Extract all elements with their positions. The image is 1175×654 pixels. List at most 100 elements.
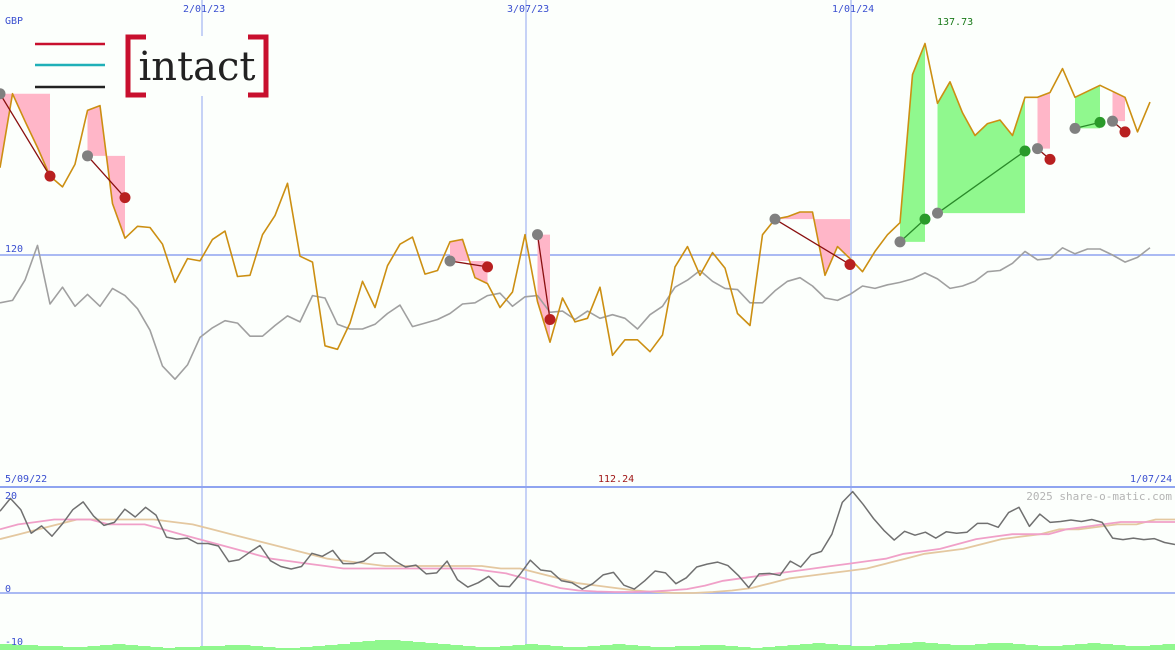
- trade-exit-marker-3: [482, 261, 493, 272]
- volume-bar: [250, 646, 263, 650]
- trade-exit-marker-7: [1020, 146, 1031, 157]
- volume-bar: [850, 646, 863, 650]
- currency-label: GBP: [5, 16, 23, 27]
- volume-bar: [438, 644, 451, 650]
- indicator-tick-20: 20: [5, 491, 17, 502]
- volume-bar: [525, 644, 538, 650]
- trade-entry-marker-6: [895, 236, 906, 247]
- volume-bar: [513, 645, 526, 650]
- trade-entry-marker-2: [82, 150, 93, 161]
- volume-bar: [813, 643, 826, 650]
- volume-bar: [413, 642, 426, 650]
- volume-bar: [913, 642, 926, 650]
- volume-bar: [225, 645, 238, 650]
- volume-bar: [963, 645, 976, 650]
- volume-bar: [838, 645, 851, 650]
- trade-entry-marker-4: [532, 229, 543, 240]
- watermark: 2025 share-o-matic.com: [1026, 490, 1172, 503]
- indicator-tick-0: 0: [5, 584, 11, 595]
- volume-bar: [338, 644, 351, 650]
- indicator-tick-minus-10: -10: [5, 637, 23, 648]
- volume-bar: [1125, 646, 1138, 650]
- volume-bar: [925, 643, 938, 650]
- volume-bar: [538, 645, 551, 650]
- volume-bar: [1163, 644, 1175, 650]
- trade-entry-marker-10: [1107, 116, 1118, 127]
- volume-bar: [725, 646, 738, 650]
- volume-bar: [1150, 645, 1163, 650]
- max-label: 137.73: [937, 17, 973, 28]
- legend: intact: [35, 36, 267, 96]
- volume-bar: [1013, 644, 1026, 650]
- volume-bar: [613, 644, 626, 650]
- volume-bar: [238, 645, 251, 650]
- intact-logo: intact: [127, 36, 267, 96]
- volume-bar: [550, 646, 563, 650]
- volume-bar: [700, 645, 713, 650]
- volume-bar: [1050, 646, 1063, 650]
- volume-bar: [675, 646, 688, 650]
- volume-bar: [1025, 645, 1038, 650]
- volume-bar: [950, 645, 963, 650]
- volume-bar: [38, 646, 51, 650]
- volume-bar: [375, 640, 388, 650]
- volume-bar: [88, 646, 101, 650]
- end-date-label: 1/07/24: [1130, 474, 1172, 485]
- volume-bar: [600, 645, 613, 650]
- volume-bar: [588, 646, 601, 650]
- volume-bar: [350, 642, 363, 650]
- trade-entry-marker-9: [1070, 123, 1081, 134]
- volume-bar: [863, 646, 876, 650]
- min-label: 112.24: [598, 474, 634, 485]
- volume-bar: [325, 645, 338, 650]
- volume-bar: [713, 645, 726, 650]
- volume-bar: [113, 644, 126, 650]
- volume-bar: [363, 641, 376, 650]
- volume-bar: [625, 645, 638, 650]
- trade-entry-marker-3: [445, 255, 456, 266]
- volume-bar: [200, 646, 213, 650]
- date-label-2: 3/07/23: [507, 4, 549, 15]
- volume-bar: [638, 646, 651, 650]
- trade-exit-marker-2: [120, 192, 131, 203]
- volume-bar: [775, 646, 788, 650]
- volume-bar: [1000, 643, 1013, 650]
- date-label-1: 2/01/23: [183, 4, 225, 15]
- volume-bar: [788, 645, 801, 650]
- volume-bar: [138, 646, 151, 650]
- volume-bar: [463, 646, 476, 650]
- volume-bar: [1113, 645, 1126, 650]
- volume-bar: [938, 644, 951, 650]
- volume-bar: [400, 641, 413, 650]
- volume-bar: [25, 645, 38, 650]
- start-date-label: 5/09/22: [5, 474, 47, 485]
- gridline-label-120: 120: [5, 244, 23, 255]
- volume-bar: [1063, 645, 1076, 650]
- trade-exit-marker-1: [45, 171, 56, 182]
- volume-bar: [450, 645, 463, 650]
- volume-bar: [388, 640, 401, 650]
- trade-entry-marker-5: [770, 214, 781, 225]
- volume-bar: [1100, 644, 1113, 650]
- volume-bar: [900, 643, 913, 650]
- trade-exit-marker-5: [845, 259, 856, 270]
- volume-bar: [688, 646, 701, 650]
- trade-exit-marker-8: [1045, 154, 1056, 165]
- volume-bar: [50, 646, 63, 650]
- volume-bar: [313, 646, 326, 650]
- trade-entry-marker-8: [1032, 143, 1043, 154]
- volume-bar: [1138, 646, 1151, 650]
- volume-bar: [125, 645, 138, 650]
- trade-exit-marker-9: [1095, 117, 1106, 128]
- volume-bar: [800, 644, 813, 650]
- volume-bar: [888, 644, 901, 650]
- volume-bar: [213, 646, 226, 650]
- volume-bar: [1038, 646, 1051, 650]
- logo-wordmark: intact: [139, 44, 256, 90]
- volume-bar: [825, 644, 838, 650]
- trade-exit-marker-10: [1120, 126, 1131, 137]
- trade-fill-8: [1038, 93, 1051, 149]
- trade-exit-marker-4: [545, 314, 556, 325]
